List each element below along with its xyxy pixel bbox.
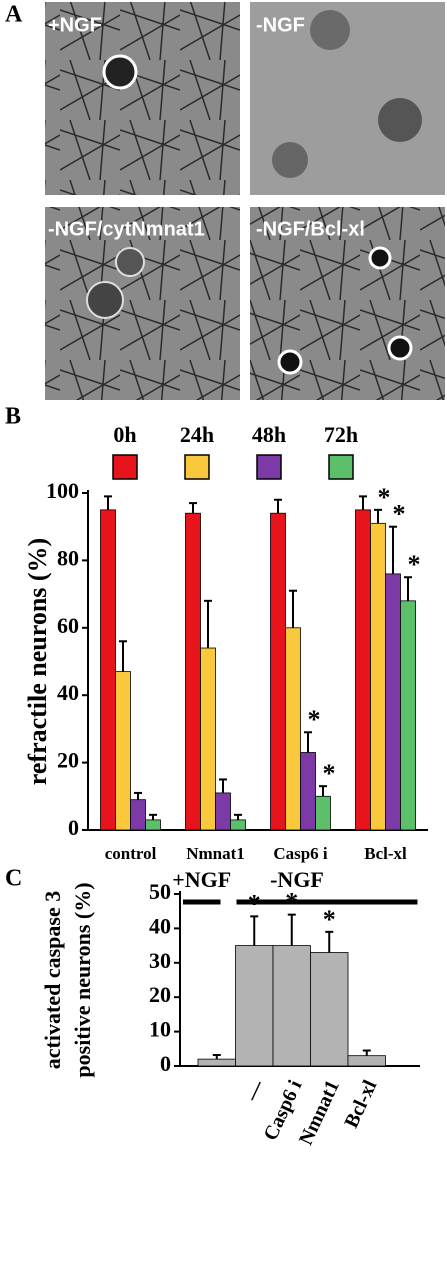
legend-label: 0h: [113, 422, 136, 447]
significance-mark: *: [323, 759, 336, 788]
debris: [272, 142, 308, 178]
legend-label: 24h: [180, 422, 214, 447]
significance-mark: *: [378, 483, 391, 512]
panel-label: A: [5, 2, 23, 28]
legend-swatch: [184, 454, 210, 480]
x-tick-label: control: [105, 844, 157, 863]
y-tick-label: 30: [149, 948, 171, 973]
bar: [185, 512, 201, 831]
image-label: -NGF: [256, 14, 305, 36]
bar: [115, 671, 131, 831]
significance-mark: *: [408, 550, 421, 579]
image-label: -NGF/Bcl-xl: [256, 218, 365, 240]
bar: [400, 600, 416, 831]
legend-label: 48h: [252, 422, 286, 447]
cell: [102, 54, 138, 90]
x-tick-label: Bcl-xl: [340, 1076, 381, 1131]
significance-mark: *: [323, 905, 336, 934]
y-axis-label: refractile neurons (%): [23, 538, 52, 785]
y-tick-label: 20: [57, 748, 79, 773]
bar: [385, 573, 401, 831]
legend-swatch: [328, 454, 354, 480]
legend-swatch: [256, 454, 282, 480]
bar: [370, 522, 386, 831]
y-tick-label: 20: [149, 982, 171, 1007]
bar: [300, 752, 316, 831]
micrograph: [45, 207, 240, 400]
bar: [215, 792, 231, 831]
bar: [100, 509, 116, 831]
significance-mark: *: [393, 500, 406, 529]
bar: [310, 952, 349, 1067]
y-tick-label: 40: [149, 913, 171, 938]
bar: [355, 509, 371, 831]
bar: [200, 647, 216, 831]
micrograph: [45, 2, 240, 195]
y-tick-label: 50: [149, 879, 171, 904]
bar: [130, 799, 146, 831]
bar: [285, 627, 301, 831]
bar: [270, 512, 286, 831]
bar: [315, 795, 331, 831]
bar: [230, 819, 246, 831]
y-tick-label: 100: [46, 478, 79, 503]
cell: [277, 349, 303, 375]
y-axis-label: positive neurons (%): [70, 882, 95, 1077]
image-label: +NGF: [48, 14, 102, 36]
x-tick-label: —: [240, 1076, 269, 1105]
y-tick-label: 10: [149, 1017, 171, 1042]
x-tick-label: Casp6 i: [273, 844, 328, 863]
legend-label: 72h: [324, 422, 358, 447]
x-tick-label: Nmnat1: [186, 844, 245, 863]
bar: [347, 1055, 386, 1067]
group-label: -NGF: [270, 867, 324, 892]
bar: [145, 819, 161, 831]
cell: [86, 281, 124, 319]
debris: [310, 10, 350, 50]
debris: [378, 98, 422, 142]
significance-mark: *: [308, 705, 321, 734]
y-tick-label: 40: [57, 680, 79, 705]
cell: [387, 335, 413, 361]
cell: [368, 246, 392, 270]
panel-label: C: [5, 866, 22, 892]
y-tick-label: 80: [57, 545, 79, 570]
bar: [197, 1058, 236, 1067]
y-tick-label: 60: [57, 613, 79, 638]
y-tick-label: 0: [160, 1051, 171, 1076]
micrograph-panel: A +NGF -NGF -NGF/cytNmnat1 -NGF/Bcl-xl: [5, 2, 445, 400]
x-tick-label: Bcl-xl: [364, 844, 407, 863]
y-axis-label: activated caspase 3: [40, 891, 65, 1069]
bar: [272, 945, 311, 1067]
group-label: +NGF: [172, 867, 231, 892]
panel-label: B: [5, 404, 21, 430]
y-tick-label: 0: [68, 815, 79, 840]
legend-swatch: [112, 454, 138, 480]
cell: [115, 247, 145, 277]
image-label: -NGF/cytNmnat1: [48, 218, 205, 240]
bar: [235, 945, 274, 1067]
